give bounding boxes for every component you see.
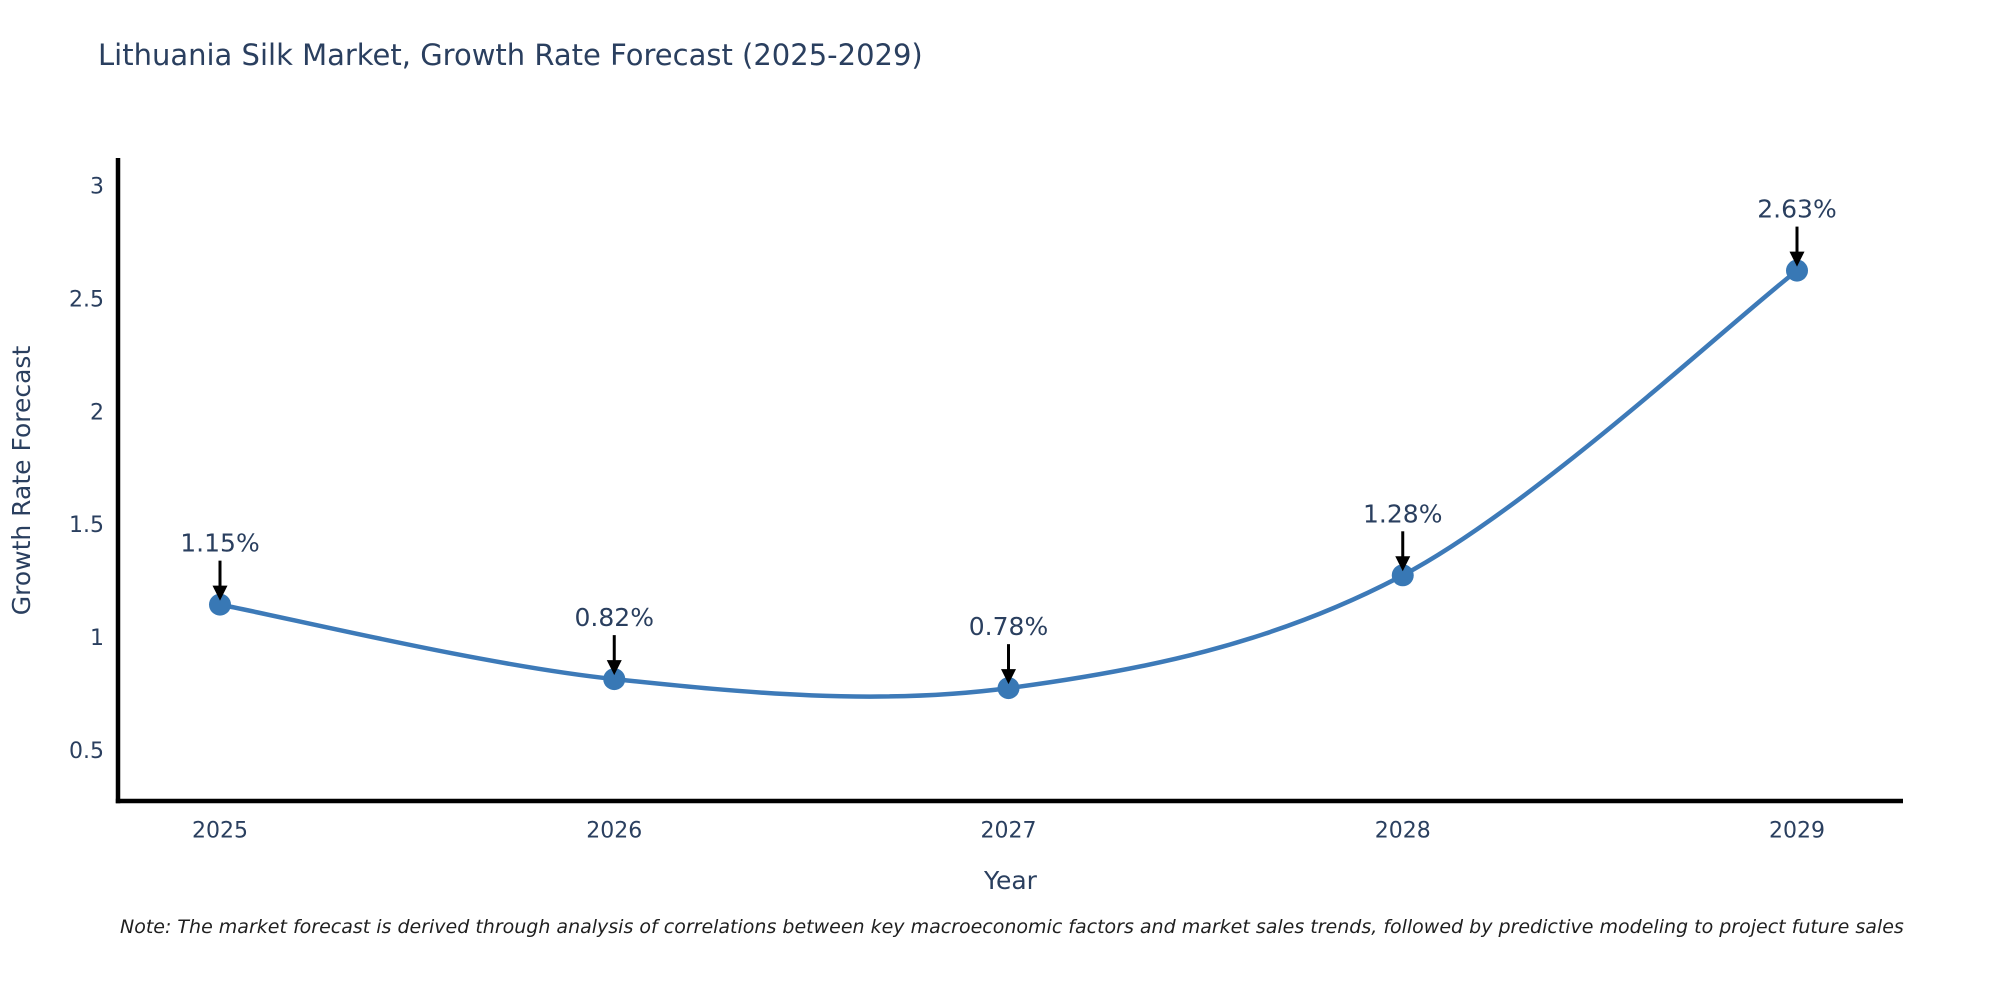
data-point[interactable] — [997, 677, 1020, 700]
x-tick-label: 2028 — [1375, 819, 1431, 844]
y-tick-label: 2 — [90, 400, 104, 425]
y-tick-label: 1.5 — [69, 513, 104, 538]
annotation-label: 2.63% — [1757, 195, 1836, 224]
annotation-arrowhead — [1789, 251, 1805, 267]
annotation-arrowhead — [1395, 556, 1411, 572]
annotation-label: 0.82% — [575, 603, 654, 632]
x-tick-label: 2029 — [1769, 819, 1825, 844]
y-tick-label: 3 — [90, 175, 104, 200]
chart-title: Lithuania Silk Market, Growth Rate Forec… — [98, 38, 923, 72]
y-tick-label: 1 — [90, 626, 104, 651]
x-tick-label: 2027 — [981, 819, 1037, 844]
annotation-arrowhead — [606, 660, 622, 676]
x-axis-title: Year — [983, 866, 1038, 895]
annotation-arrowhead — [1001, 669, 1016, 685]
y-tick-label: 0.5 — [69, 739, 104, 764]
data-point[interactable] — [1786, 259, 1808, 282]
x-tick-label: 2025 — [192, 819, 248, 844]
y-axis-title: Growth Rate Forecast — [7, 346, 36, 616]
data-point[interactable] — [1391, 564, 1414, 587]
annotation-label: 0.78% — [969, 612, 1048, 641]
x-tick-label: 2026 — [586, 819, 642, 844]
annotation-label: 1.15% — [180, 529, 259, 558]
data-point[interactable] — [209, 593, 231, 616]
annotation-arrowhead — [212, 585, 228, 601]
y-tick-label: 2.5 — [69, 287, 104, 312]
chart-footnote: Note: The market forecast is derived thr… — [120, 916, 1904, 938]
data-point[interactable] — [603, 668, 626, 691]
plot-area[interactable]: 0.5 1 1.5 2 2.5 3 2025 2026 2027 2028 2029 Year Grow… — [0, 0, 2000, 900]
annotation-label: 1.28% — [1363, 499, 1442, 528]
